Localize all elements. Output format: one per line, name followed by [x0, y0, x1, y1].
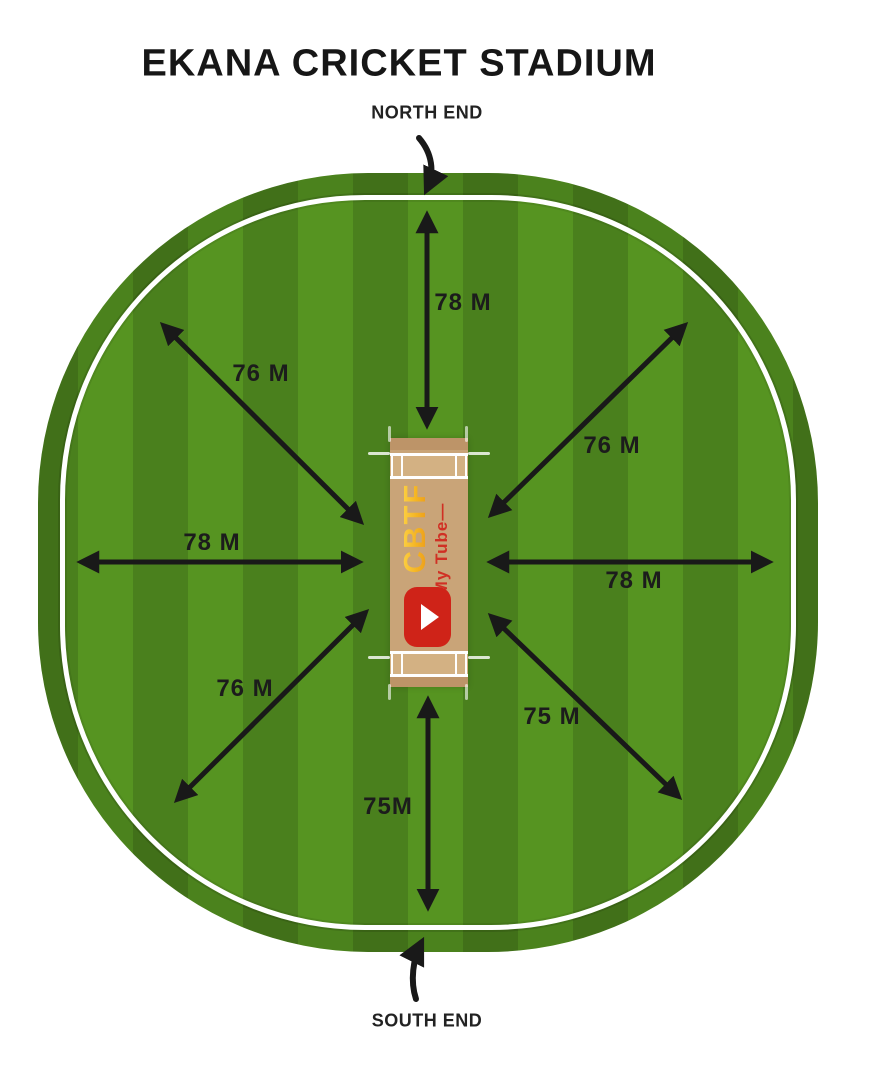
pitch-bottom-band	[390, 677, 468, 687]
return-crease-top-left	[401, 453, 403, 479]
edge-crease-bottom-left	[391, 651, 393, 677]
measurement-label-south-east: 75 M	[523, 703, 581, 730]
flare-bottom-right-v	[465, 684, 468, 700]
edge-crease-bottom-right	[465, 651, 467, 677]
measurement-label-north-west: 76 M	[232, 360, 290, 387]
measurement-label-west: 78 M	[183, 529, 241, 556]
return-crease-top-right	[455, 453, 457, 479]
cricket-pitch: CBTF My Tube—	[390, 438, 468, 687]
flare-bottom-left	[368, 656, 390, 659]
youtube-play-icon	[404, 587, 451, 647]
flare-bottom-left-v	[388, 684, 391, 700]
pitch-top-band	[390, 438, 468, 450]
flare-top-left-v	[388, 426, 391, 442]
edge-crease-top-left	[391, 453, 393, 479]
play-triangle	[421, 604, 439, 630]
measurement-label-north-east: 76 M	[583, 432, 641, 459]
measurement-label-south: 75M	[363, 793, 413, 820]
measurement-label-north: 78 M	[434, 289, 492, 316]
popping-crease-top	[390, 476, 468, 479]
north-end-label: NORTH END	[371, 102, 483, 123]
brand-cbtf-text: CBTF	[397, 468, 432, 588]
bowling-crease-top	[390, 453, 468, 456]
crease-zone-bottom	[390, 652, 468, 675]
flare-top-right-v	[465, 426, 468, 442]
return-crease-bottom-right	[455, 651, 457, 677]
bowling-crease-bottom	[390, 674, 468, 677]
edge-crease-top-right	[465, 453, 467, 479]
crease-zone-top	[390, 454, 468, 477]
popping-crease-bottom	[390, 651, 468, 654]
south-end-label: SOUTH END	[371, 1010, 483, 1031]
measurement-label-south-west: 76 M	[216, 675, 274, 702]
flare-top-right	[468, 452, 490, 455]
measurement-label-east: 78 M	[605, 567, 663, 594]
return-crease-bottom-left	[401, 651, 403, 677]
flare-bottom-right	[468, 656, 490, 659]
flare-top-left	[368, 452, 390, 455]
page-title: EKANA CRICKET STADIUM	[141, 42, 657, 85]
